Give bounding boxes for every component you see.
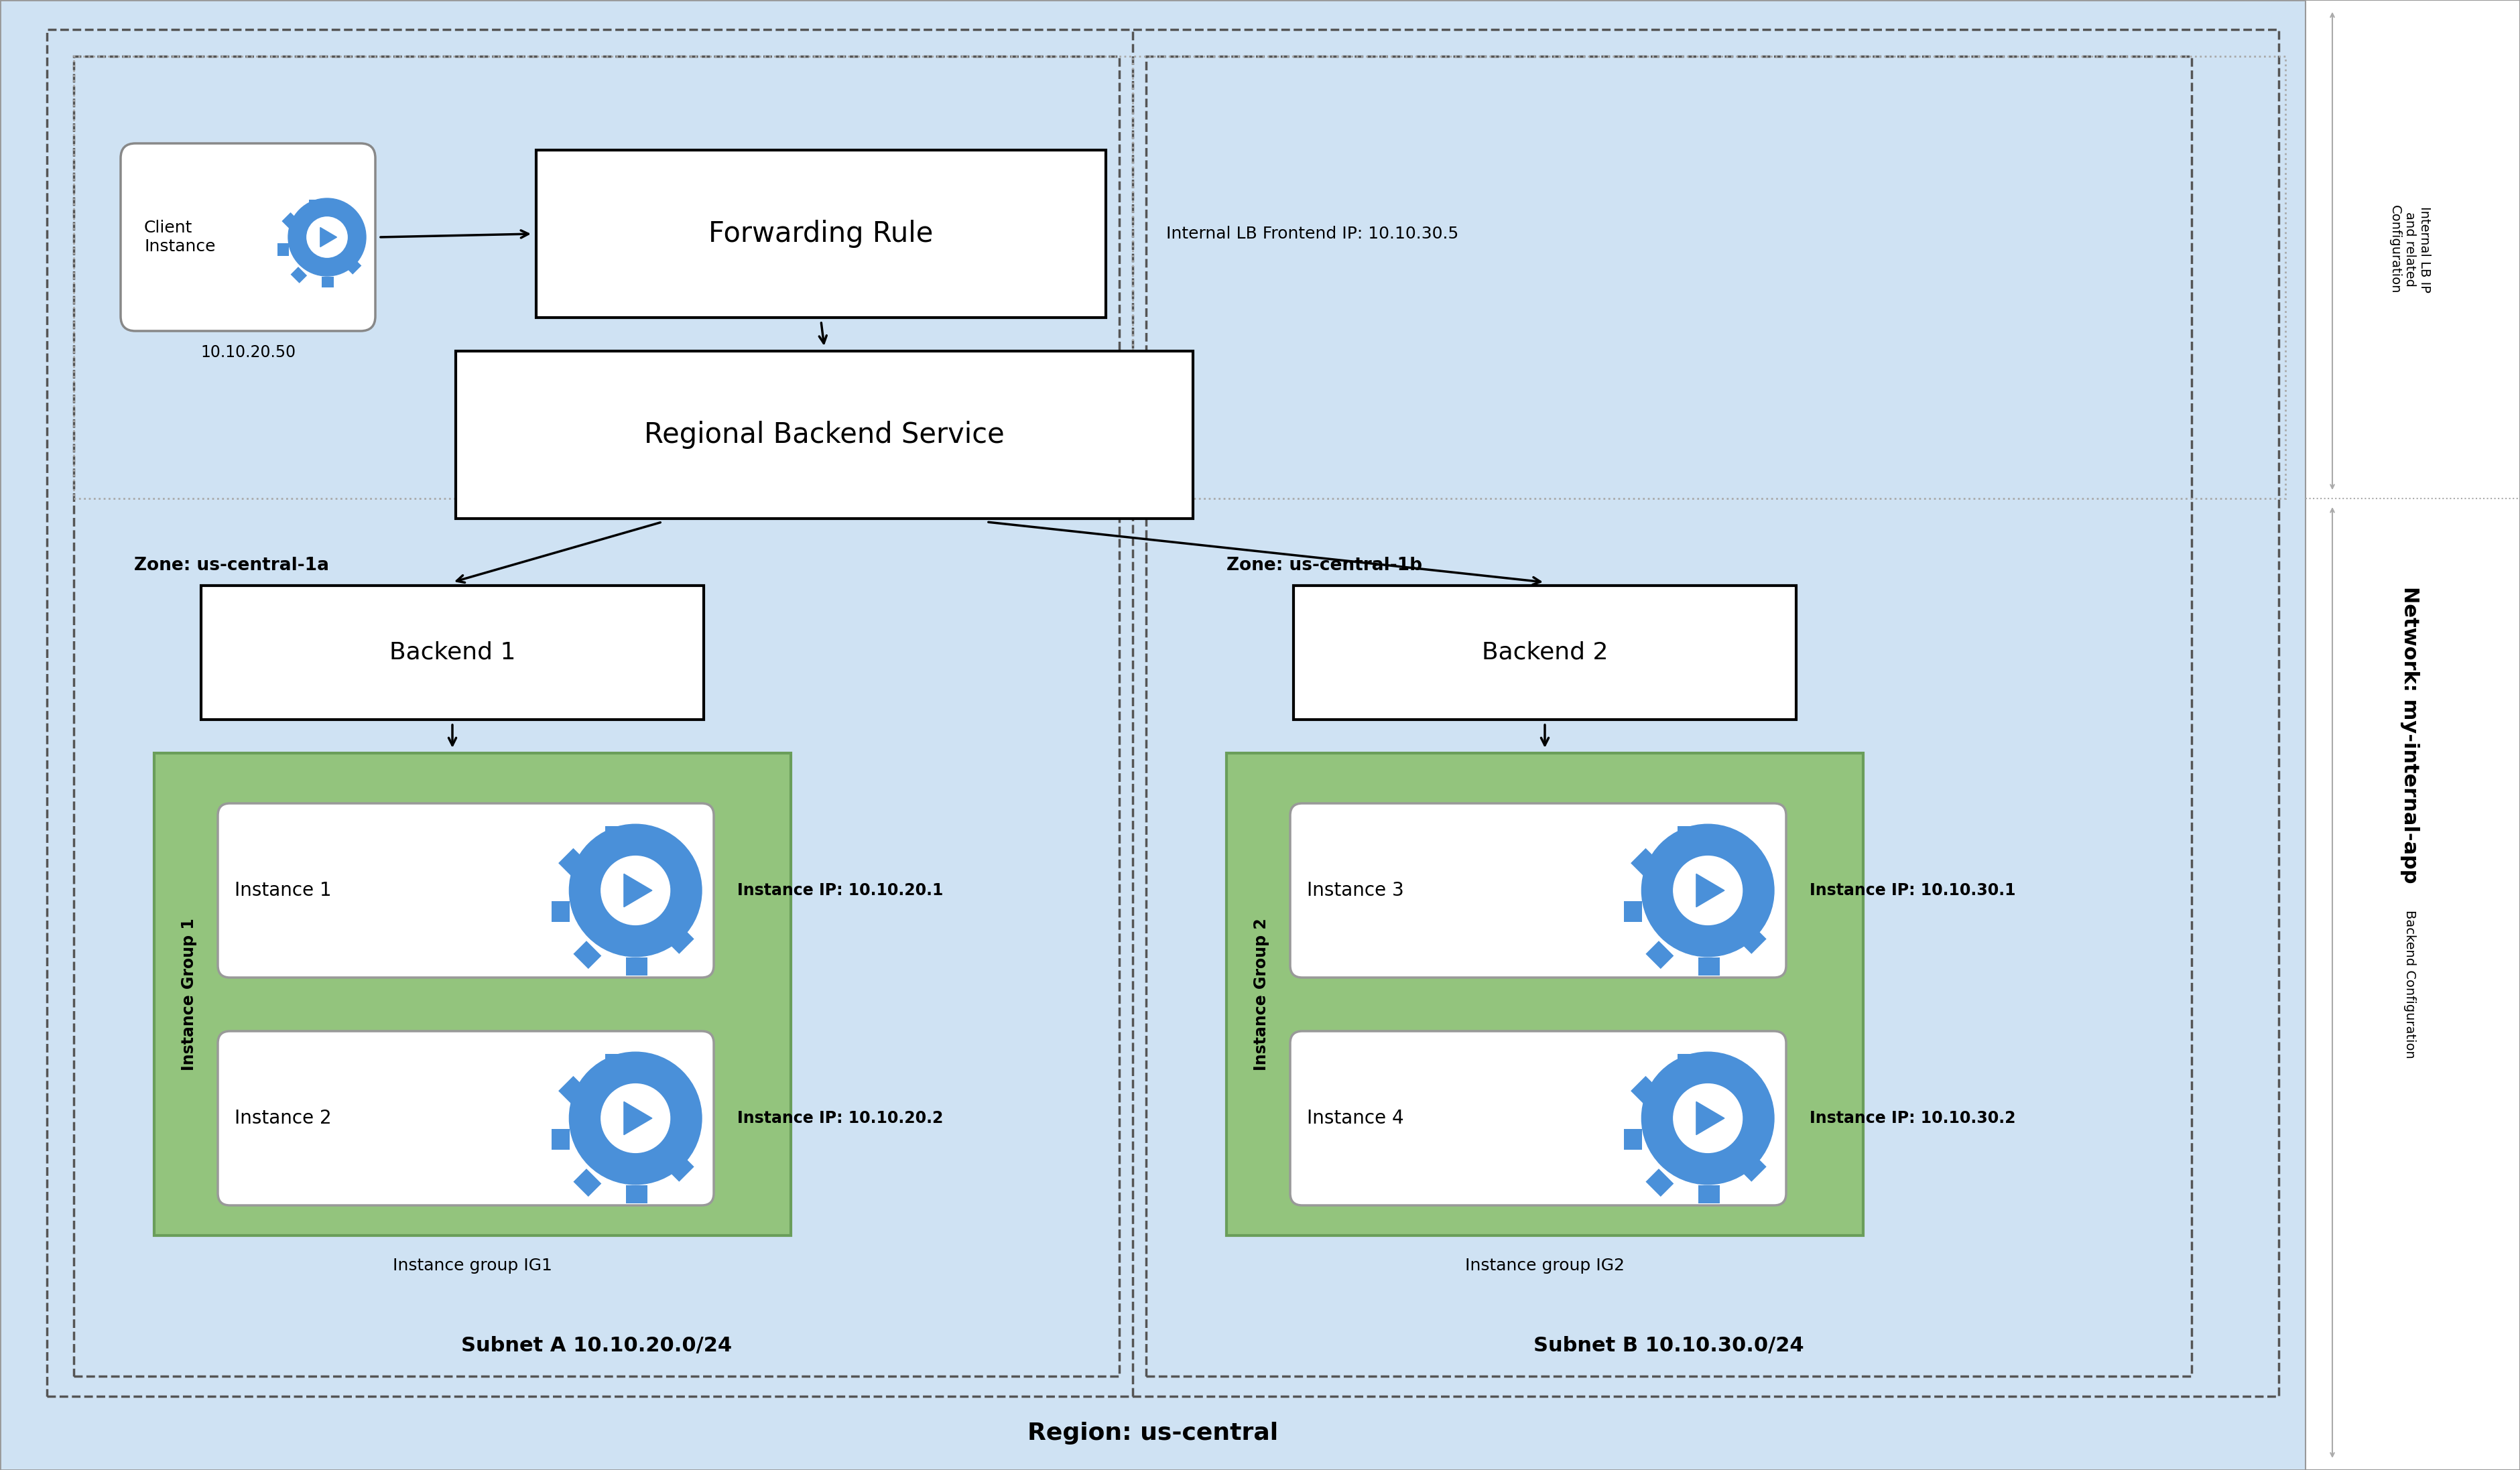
Bar bbox=[1754, 881, 1774, 901]
Circle shape bbox=[307, 218, 348, 257]
Bar bbox=[1227, 753, 1862, 1235]
FancyBboxPatch shape bbox=[1290, 803, 1787, 978]
Bar bbox=[2306, 0, 2520, 1470]
Bar bbox=[552, 901, 570, 922]
Bar bbox=[627, 1185, 648, 1204]
FancyBboxPatch shape bbox=[1290, 1030, 1787, 1205]
Text: Network: my-internal-app: Network: my-internal-app bbox=[2399, 587, 2419, 883]
Bar bbox=[335, 203, 353, 220]
Text: Instance IP: 10.10.20.2: Instance IP: 10.10.20.2 bbox=[738, 1110, 942, 1126]
Bar bbox=[683, 881, 701, 901]
Bar bbox=[456, 351, 1192, 519]
Circle shape bbox=[570, 1053, 701, 1185]
Text: Instance 2: Instance 2 bbox=[234, 1108, 333, 1127]
Bar bbox=[575, 941, 602, 969]
Polygon shape bbox=[625, 1101, 653, 1135]
Text: Client
Instance: Client Instance bbox=[144, 220, 217, 254]
Circle shape bbox=[602, 1083, 670, 1152]
Text: Internal LB Frontend IP: 10.10.30.5: Internal LB Frontend IP: 10.10.30.5 bbox=[1167, 226, 1459, 243]
Bar bbox=[665, 926, 693, 954]
Bar bbox=[552, 1129, 570, 1150]
Bar bbox=[1678, 1054, 1698, 1073]
Bar bbox=[1630, 1076, 1658, 1104]
Text: Region: us-central: Region: us-central bbox=[1028, 1421, 1278, 1445]
Bar bbox=[1646, 1169, 1673, 1197]
Text: 10.10.20.50: 10.10.20.50 bbox=[202, 344, 295, 360]
Text: Zone: us-central-1a: Zone: us-central-1a bbox=[134, 557, 330, 575]
Bar bbox=[48, 29, 2278, 1396]
Bar bbox=[323, 276, 335, 287]
Text: Instance 3: Instance 3 bbox=[1308, 881, 1404, 900]
Text: Regional Backend Service: Regional Backend Service bbox=[645, 420, 1005, 448]
Bar bbox=[1698, 1185, 1719, 1204]
Bar bbox=[559, 1076, 587, 1104]
Text: Instance Group 2: Instance Group 2 bbox=[1252, 917, 1270, 1070]
Bar bbox=[665, 1154, 693, 1182]
Text: Backend Configuration: Backend Configuration bbox=[2404, 910, 2417, 1058]
Text: Instance 4: Instance 4 bbox=[1308, 1108, 1404, 1127]
Text: Instance 1: Instance 1 bbox=[234, 881, 333, 900]
Bar bbox=[1754, 1108, 1774, 1129]
Bar bbox=[575, 1169, 602, 1197]
Bar bbox=[650, 1061, 678, 1089]
Text: Subnet A 10.10.20.0/24: Subnet A 10.10.20.0/24 bbox=[461, 1336, 731, 1355]
FancyBboxPatch shape bbox=[217, 803, 713, 978]
Text: Backend 2: Backend 2 bbox=[1482, 641, 1608, 664]
Bar bbox=[683, 1108, 701, 1129]
FancyBboxPatch shape bbox=[121, 144, 375, 331]
Bar bbox=[1678, 826, 1698, 845]
Text: Forwarding Rule: Forwarding Rule bbox=[708, 219, 932, 248]
Bar bbox=[277, 244, 290, 256]
Bar bbox=[73, 56, 2286, 498]
Bar bbox=[1698, 957, 1719, 976]
Text: Instance Group 1: Instance Group 1 bbox=[181, 917, 197, 1070]
Text: Instance group IG1: Instance group IG1 bbox=[393, 1258, 552, 1273]
Bar bbox=[605, 826, 627, 845]
Bar bbox=[202, 585, 703, 720]
Bar bbox=[650, 833, 678, 861]
Bar bbox=[1293, 585, 1797, 720]
Text: Subnet B 10.10.30.0/24: Subnet B 10.10.30.0/24 bbox=[1535, 1336, 1804, 1355]
Circle shape bbox=[1641, 1053, 1774, 1185]
Text: Instance IP: 10.10.30.1: Instance IP: 10.10.30.1 bbox=[1809, 882, 2016, 898]
Polygon shape bbox=[1696, 1101, 1724, 1135]
Polygon shape bbox=[320, 228, 338, 247]
Bar bbox=[1147, 56, 2192, 1376]
Bar bbox=[73, 56, 1119, 1376]
Bar bbox=[1724, 1061, 1751, 1089]
Text: Internal LB IP
and related
Configuration: Internal LB IP and related Configuration bbox=[2389, 204, 2429, 294]
Bar bbox=[1630, 848, 1658, 876]
Bar bbox=[1646, 941, 1673, 969]
Bar bbox=[1623, 1129, 1643, 1150]
Text: Instance IP: 10.10.20.1: Instance IP: 10.10.20.1 bbox=[738, 882, 942, 898]
Bar bbox=[627, 957, 648, 976]
Circle shape bbox=[1673, 1083, 1741, 1152]
Bar bbox=[1739, 1154, 1767, 1182]
Bar bbox=[154, 753, 791, 1235]
Bar bbox=[1623, 901, 1643, 922]
Circle shape bbox=[1673, 856, 1741, 925]
Text: Backend 1: Backend 1 bbox=[388, 641, 517, 664]
FancyBboxPatch shape bbox=[217, 1030, 713, 1205]
Circle shape bbox=[602, 856, 670, 925]
Text: Zone: us-central-1b: Zone: us-central-1b bbox=[1227, 557, 1421, 575]
Bar bbox=[1724, 833, 1751, 861]
Bar bbox=[1739, 926, 1767, 954]
Bar bbox=[355, 231, 365, 244]
Text: Instance group IG2: Instance group IG2 bbox=[1464, 1258, 1625, 1273]
Circle shape bbox=[287, 198, 365, 276]
Polygon shape bbox=[625, 873, 653, 907]
Text: Instance IP: 10.10.30.2: Instance IP: 10.10.30.2 bbox=[1809, 1110, 2016, 1126]
Bar bbox=[537, 150, 1106, 318]
Bar bbox=[290, 266, 307, 284]
Bar bbox=[345, 257, 360, 275]
Polygon shape bbox=[1696, 873, 1724, 907]
Bar bbox=[559, 848, 587, 876]
Bar bbox=[282, 212, 297, 229]
Circle shape bbox=[1641, 825, 1774, 957]
Bar bbox=[310, 200, 323, 210]
Circle shape bbox=[570, 825, 701, 957]
Bar bbox=[605, 1054, 627, 1073]
